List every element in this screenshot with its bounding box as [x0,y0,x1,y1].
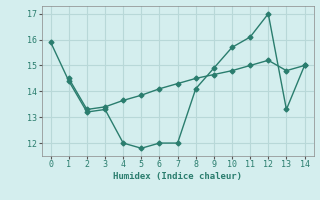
X-axis label: Humidex (Indice chaleur): Humidex (Indice chaleur) [113,172,242,181]
